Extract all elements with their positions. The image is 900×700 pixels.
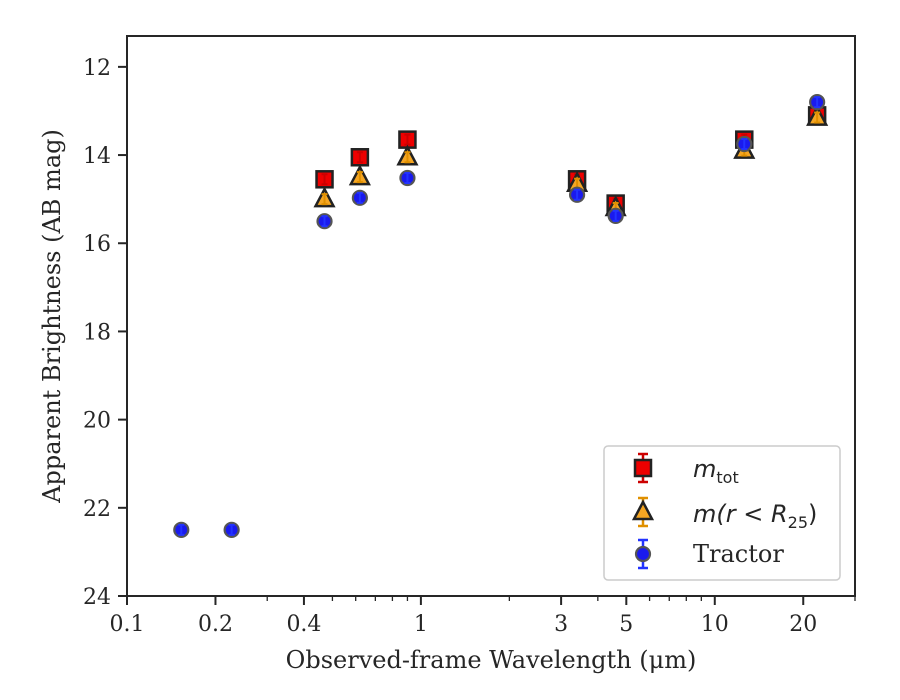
x-tick-label: 20 [789,612,817,637]
y-tick-label: 16 [83,232,111,257]
y-tick-label: 18 [83,320,111,345]
errorbar-tractor [228,523,235,536]
x-tick-label: 0.1 [110,612,145,637]
legend-box [603,445,841,581]
legend-marker-m-r25 [631,496,655,528]
y-tick-label: 12 [83,56,111,81]
y-tick-label: 24 [83,585,111,610]
legend-label-tractor: Tractor [693,540,784,568]
legend-label-mtot: mtot [693,455,739,487]
errorbar-mtot [356,151,363,164]
legend: mtot m(r < R25) Tractor [603,445,841,581]
legend-markers [631,452,655,570]
errorbar-tractor [814,96,821,109]
errorbar-tractor [612,209,619,222]
x-tick-label: 5 [619,612,633,637]
plot-frame [126,35,856,597]
x-axis-title: Observed-frame Wavelength (μm) [286,646,697,674]
x-tick-label: 10 [701,612,729,637]
x-tick-label: 0.2 [198,612,233,637]
x-tick-label: 1 [414,612,428,637]
y-axis-title: Apparent Brightness (AB mag) [38,129,66,504]
legend-marker-mtot [633,452,653,484]
errorbar-mtot [321,173,328,186]
errorbar-tractor [404,171,411,184]
legend-marker-tractor [634,538,652,570]
x-tick-label: 0.4 [286,612,321,637]
y-tick-label: 14 [83,144,111,169]
errorbar-m-r25 [814,111,821,124]
legend-label-m-r25: m(r < R25) [693,500,817,532]
data-points [173,94,829,538]
errorbar-m-r25 [321,193,328,206]
errorbar-tractor [321,215,328,228]
errorbar-tractor [178,523,185,536]
errorbar-m-r25 [356,171,363,184]
errorbar-tractor [574,188,581,201]
errorbar-tractor [356,191,363,204]
errorbar-m-r25 [404,151,411,164]
errorbar-tractor [741,138,748,151]
x-tick-label: 3 [554,612,568,637]
y-tick-label: 20 [83,409,111,434]
y-tick-label: 22 [83,497,111,522]
axis-ticks: 0.1 0.2 0.4 1 3 5 10 20 12 14 16 18 20 22 24 [83,56,856,637]
